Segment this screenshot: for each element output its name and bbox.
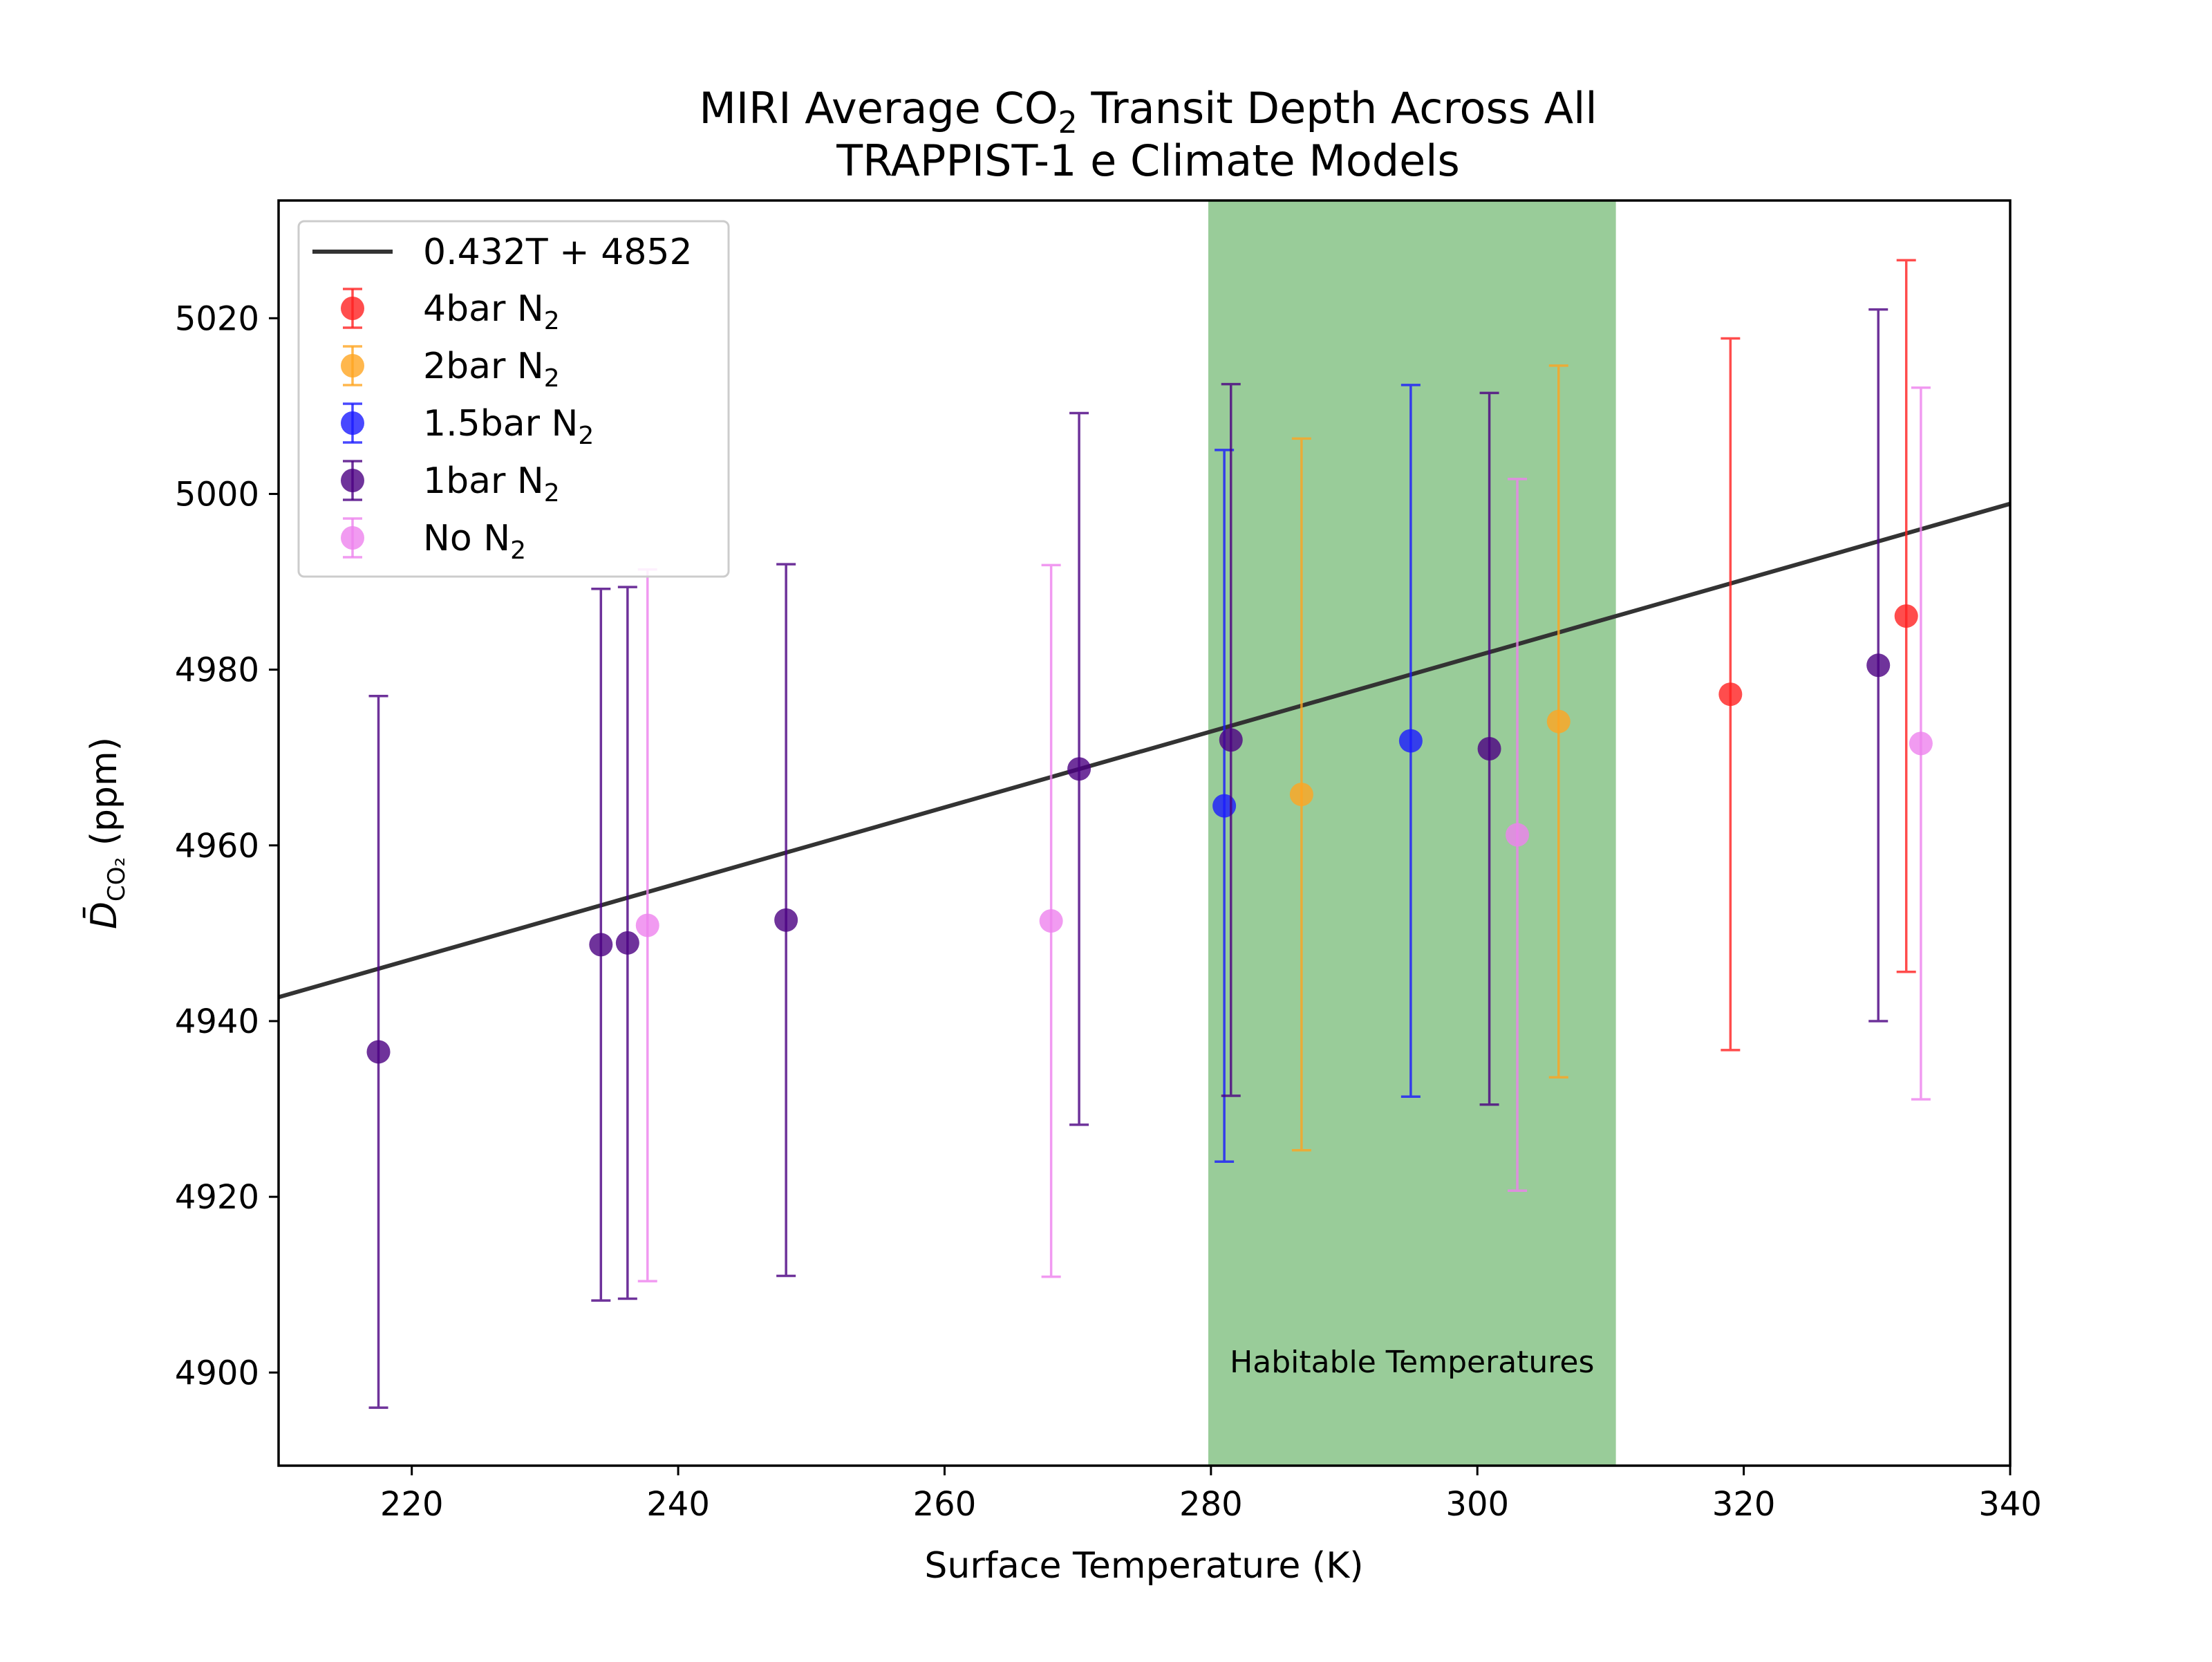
legend-marker xyxy=(341,526,364,550)
habitable-region xyxy=(1208,200,1616,1466)
y-tick-label: 5020 xyxy=(175,299,259,338)
data-point xyxy=(1219,728,1243,752)
legend-marker xyxy=(341,411,364,435)
data-point xyxy=(615,931,639,955)
y-tick-label: 4980 xyxy=(175,651,259,690)
data-point xyxy=(1398,729,1423,753)
series-group xyxy=(635,386,1933,1282)
y-axis-ticks: 4900 4920 4940 4960 4980 5000 5020 xyxy=(175,299,279,1392)
legend-marker xyxy=(341,469,364,492)
x-tick-label: 320 xyxy=(1712,1485,1776,1524)
chart-title-line1: MIRI Average CO2 Transit Depth Across Al… xyxy=(699,83,1597,140)
legend-entry: 1bar N2 xyxy=(341,460,560,507)
data-point xyxy=(635,913,659,937)
x-tick-label: 220 xyxy=(380,1485,444,1524)
legend-marker xyxy=(341,297,364,320)
series-group xyxy=(1289,364,1571,1152)
legend-label: 2bar N2 xyxy=(423,346,560,393)
data-point xyxy=(1718,682,1743,707)
data-point xyxy=(1506,823,1530,847)
data-point xyxy=(1546,709,1571,734)
y-tick-label: 4900 xyxy=(175,1354,259,1392)
y-tick-label: 4920 xyxy=(175,1178,259,1217)
y-tick-label: 4940 xyxy=(175,1002,259,1041)
y-tick-label: 5000 xyxy=(175,475,259,514)
legend-entry: 1.5bar N2 xyxy=(341,402,594,450)
data-point xyxy=(589,933,613,957)
habitable-region-label: Habitable Temperatures xyxy=(1230,1345,1594,1380)
data-point xyxy=(1067,757,1091,781)
axes-frame xyxy=(277,199,2012,1467)
data-point xyxy=(1866,653,1891,678)
x-tick-label: 340 xyxy=(1978,1485,2042,1524)
data-point xyxy=(774,908,798,932)
data-point xyxy=(1894,604,1918,628)
legend-entry: No N2 xyxy=(341,517,526,565)
x-axis-label: Surface Temperature (K) xyxy=(924,1545,1363,1587)
x-tick-label: 260 xyxy=(913,1485,977,1524)
series-group xyxy=(1718,259,1918,1052)
legend-entry: 2bar N2 xyxy=(341,345,560,393)
data-point xyxy=(1212,794,1237,818)
y-tick-label: 4960 xyxy=(175,827,259,866)
y-axis-label: D̄CO₂ (ppm) xyxy=(83,737,131,929)
data-point xyxy=(1477,737,1501,760)
data-points-layer xyxy=(366,259,1933,1409)
data-point xyxy=(1909,731,1933,756)
legend-series-entries: 4bar N2 2bar N2 1.5bar N2 1bar N2 No N2 xyxy=(341,288,594,565)
chart-title-line2: TRAPPIST-1 e Climate Models xyxy=(836,136,1460,186)
data-point xyxy=(366,1040,391,1064)
x-axis-ticks: 220 240 260 280 300 320 340 xyxy=(380,1466,2042,1524)
legend-marker xyxy=(341,354,364,377)
data-point xyxy=(1289,783,1313,807)
legend: 0.432T + 4852 4bar N2 2bar N2 1.5bar N2 1ba… xyxy=(297,220,730,578)
legend-box xyxy=(297,220,730,578)
x-tick-label: 240 xyxy=(646,1485,710,1524)
x-tick-label: 280 xyxy=(1179,1485,1243,1524)
legend-label: 4bar N2 xyxy=(423,288,560,335)
legend-entry: 4bar N2 xyxy=(341,288,560,335)
legend-fit-line-label: 0.432T + 4852 xyxy=(423,232,693,273)
legend-label: No N2 xyxy=(423,518,526,565)
legend-label: 1bar N2 xyxy=(423,460,560,507)
x-tick-label: 300 xyxy=(1445,1485,1509,1524)
series-group xyxy=(366,308,1891,1409)
data-point xyxy=(1039,909,1063,933)
fit-line xyxy=(278,501,2011,1000)
fit-line-layer xyxy=(278,501,2011,1000)
legend-label: 1.5bar N2 xyxy=(423,403,594,450)
